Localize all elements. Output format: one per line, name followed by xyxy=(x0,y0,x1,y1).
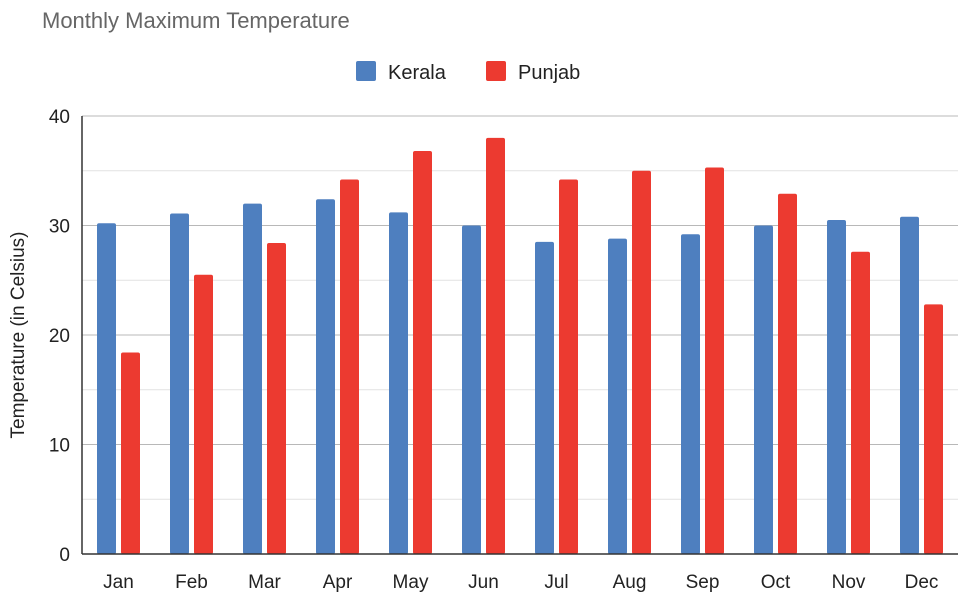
bar-punjab-mar xyxy=(267,243,286,554)
bar-kerala-aug xyxy=(608,238,627,554)
legend-label-punjab: Punjab xyxy=(518,62,580,84)
x-tick-label: Nov xyxy=(832,572,866,593)
chart-title: Monthly Maximum Temperature xyxy=(42,8,350,33)
bar-punjab-nov xyxy=(851,251,870,554)
x-tick-label: Jan xyxy=(103,572,134,593)
y-tick-label: 10 xyxy=(49,436,70,457)
y-tick-label: 40 xyxy=(49,107,70,128)
bars xyxy=(97,137,943,555)
bar-kerala-jul xyxy=(535,241,554,555)
bar-kerala-feb xyxy=(170,213,189,554)
y-tick-labels: 0 10 20 30 40 xyxy=(49,107,70,566)
bar-kerala-sep xyxy=(681,234,700,554)
legend-swatch-kerala xyxy=(356,61,376,81)
bar-kerala-may xyxy=(389,212,408,555)
bar-kerala-nov xyxy=(827,220,846,554)
legend-label-kerala: Kerala xyxy=(388,62,447,84)
bar-punjab-oct xyxy=(778,193,797,554)
bar-punjab-jan xyxy=(121,352,140,554)
y-tick-label: 20 xyxy=(49,326,70,347)
bar-kerala-jan xyxy=(97,223,116,554)
bar-kerala-jun xyxy=(462,225,481,554)
legend-swatch-punjab xyxy=(486,61,506,81)
bar-punjab-jun xyxy=(486,137,505,554)
y-tick-label: 0 xyxy=(59,545,70,566)
x-tick-label: Jul xyxy=(544,572,568,593)
y-axis-label: Temperature (in Celsius) xyxy=(8,232,29,439)
bar-punjab-dec xyxy=(924,304,943,554)
x-tick-label: Oct xyxy=(761,572,791,593)
x-tick-labels: Jan Feb Mar Apr May Jun Jul Aug Sep Oct Nov Dec xyxy=(103,572,938,593)
x-tick-label: Mar xyxy=(248,572,281,593)
bar-punjab-feb xyxy=(194,274,213,554)
bar-kerala-apr xyxy=(316,199,335,554)
x-tick-label: Apr xyxy=(323,572,353,593)
x-tick-label: Dec xyxy=(905,572,939,593)
x-tick-label: May xyxy=(393,572,429,593)
bar-punjab-may xyxy=(413,151,432,555)
bar-kerala-dec xyxy=(900,216,919,555)
x-tick-label: Aug xyxy=(613,572,647,593)
gridlines xyxy=(82,115,958,500)
bar-punjab-sep xyxy=(705,167,724,554)
legend: Kerala Punjab xyxy=(356,61,580,84)
bar-punjab-jul xyxy=(559,179,578,554)
axes xyxy=(81,116,958,555)
x-tick-label: Feb xyxy=(175,572,208,593)
bar-kerala-mar xyxy=(243,203,262,554)
bar-punjab-apr xyxy=(340,179,359,554)
x-tick-label: Sep xyxy=(686,572,720,593)
bar-kerala-oct xyxy=(754,225,773,554)
y-tick-label: 30 xyxy=(49,217,70,238)
x-tick-label: Jun xyxy=(468,572,499,593)
bar-punjab-aug xyxy=(632,170,651,554)
